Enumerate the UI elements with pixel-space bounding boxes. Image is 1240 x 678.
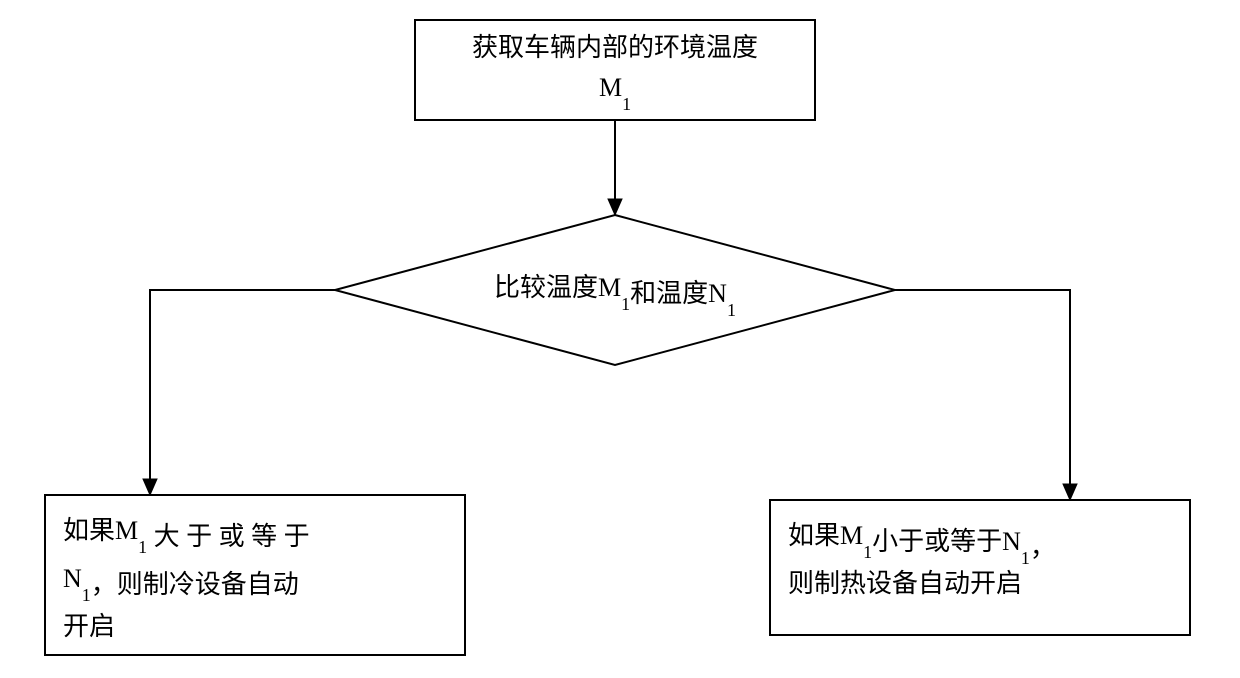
node-text-line: 获取车辆内部的环境温度: [472, 33, 758, 62]
arrowhead: [143, 479, 157, 495]
flowchart-canvas: 获取车辆内部的环境温度M1比较温度M1和温度N1如果M1 大 于 或 等 于N1…: [0, 0, 1240, 678]
edge: [895, 290, 1070, 500]
node-right: 如果M1小于或等于N1，则制热设备自动开启: [770, 500, 1190, 635]
arrowhead: [1063, 484, 1077, 500]
node-start: 获取车辆内部的环境温度M1: [415, 20, 815, 120]
node-left: 如果M1 大 于 或 等 于N1，则制冷设备自动开启: [45, 495, 465, 655]
node-decision: 比较温度M1和温度N1: [335, 215, 895, 365]
edge: [150, 290, 335, 495]
node-text-line: N1，则制冷设备自动: [63, 564, 299, 605]
node-text-line: 开启: [63, 612, 115, 641]
arrowhead: [608, 199, 622, 215]
node-text-line: 则制热设备自动开启: [788, 569, 1022, 598]
